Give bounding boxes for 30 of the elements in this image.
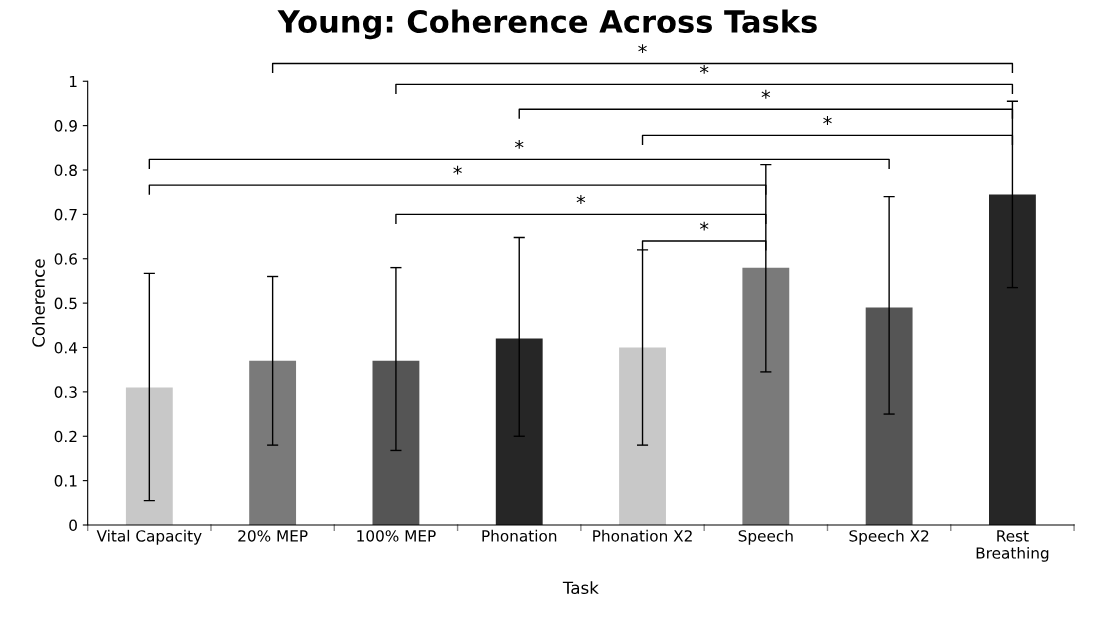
- text: *: [699, 64, 709, 74]
- annotation: *: [699, 221, 709, 231]
- x-tick-label: Phonation X2: [593, 529, 692, 542]
- annotation: *: [576, 195, 586, 204]
- y-axis-title: Coherence: [31, 259, 45, 347]
- y-tick-label: 0.8: [54, 164, 77, 177]
- x-tick-label: Rest Breathing: [976, 530, 1049, 562]
- y-tick-label: 0.1: [54, 475, 77, 487]
- y-tick-label: 0.9: [54, 120, 77, 132]
- text: *: [638, 44, 647, 54]
- y-tick-label: 0: [69, 519, 77, 532]
- x-tick-label: Vital Capacity: [96, 529, 202, 545]
- x-tick-label: 20% MEP: [238, 530, 308, 542]
- annotation: *: [514, 139, 524, 149]
- y-tick-label: 0.4: [54, 341, 78, 354]
- x-tick-label: Phonation: [482, 529, 557, 542]
- annotation: *: [453, 165, 462, 175]
- x-tick-label: 100% MEP: [357, 530, 436, 542]
- x-tick-label: Speech X2: [849, 529, 929, 545]
- x-tick-label: Speech: [738, 529, 793, 545]
- y-tick-label: 1: [69, 75, 77, 88]
- y-tick-label: 0.5: [54, 297, 77, 310]
- chart-title: Young: Coherence Across Tasks: [277, 9, 817, 40]
- y-tick-label: 0.6: [54, 253, 77, 265]
- y-tick-label: 0.7: [54, 208, 77, 221]
- y-tick-label: 0.3: [54, 386, 77, 398]
- y-tick-label: 0.2: [54, 430, 77, 443]
- annotation: *: [761, 89, 771, 99]
- x-axis-title: Task: [562, 581, 599, 595]
- annotation: *: [823, 116, 832, 125]
